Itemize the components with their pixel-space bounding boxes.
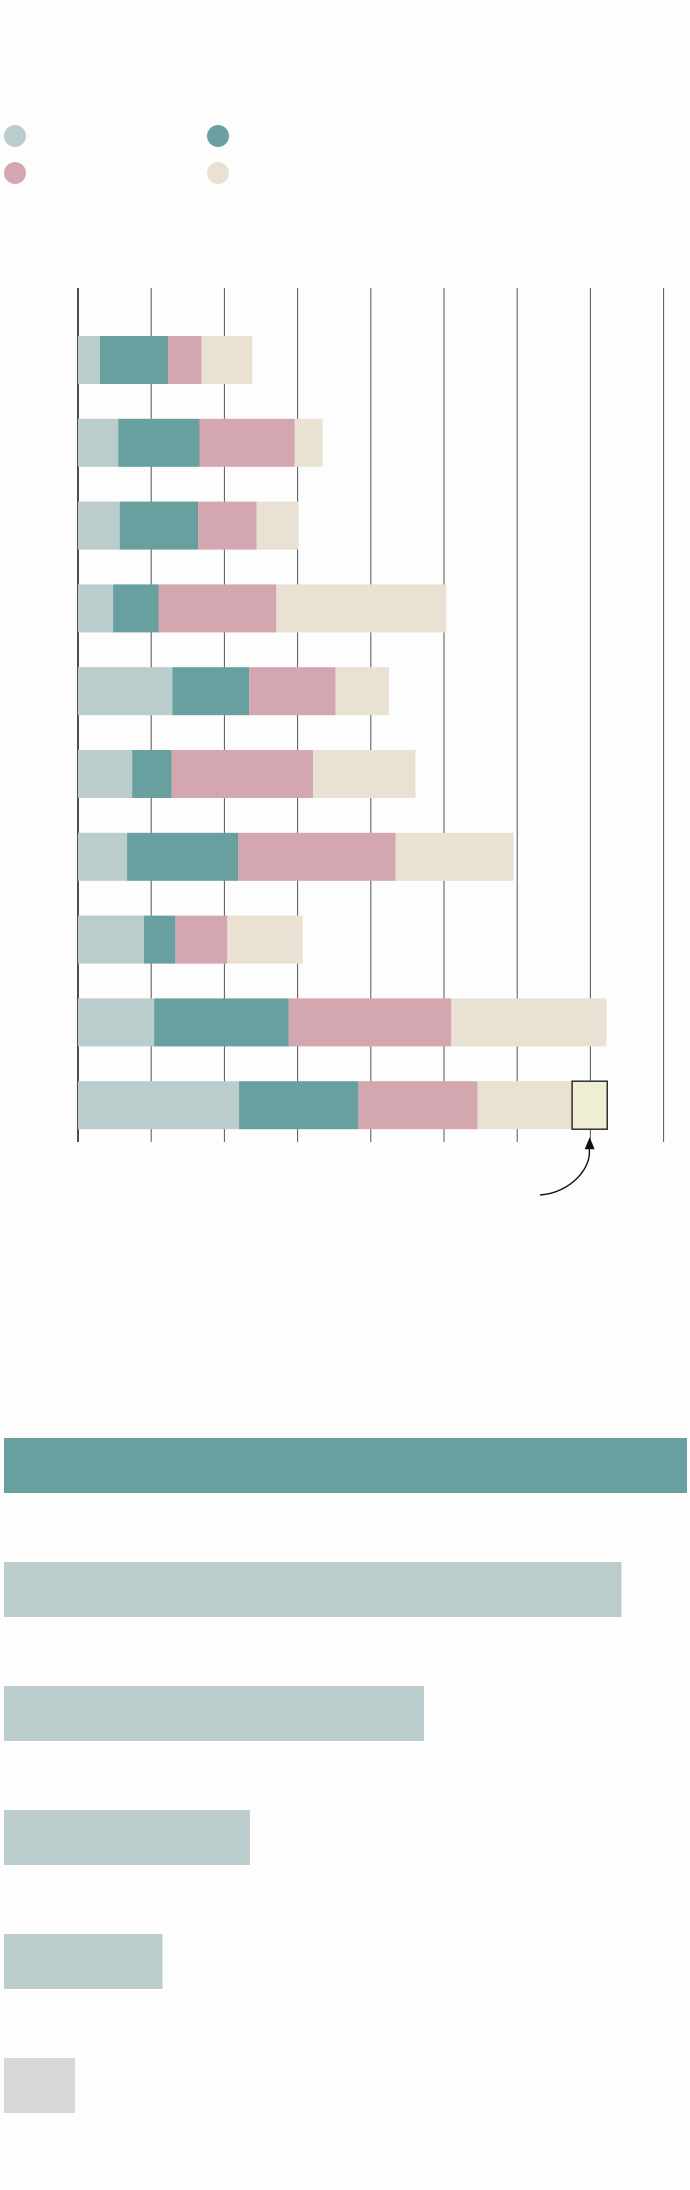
bar-segment-4: [477, 1081, 573, 1130]
bar-segment-4: [227, 915, 303, 964]
bar-segment-2: [239, 1081, 359, 1130]
ranking-bar-chart: [4, 1438, 687, 2113]
legend-swatch-2: [207, 125, 229, 147]
bar-segment-2: [143, 915, 176, 964]
bar-segment-2: [127, 832, 239, 881]
bar-segment-1: [78, 418, 119, 467]
bar-segment-2: [119, 501, 199, 550]
bar-segment-2: [99, 336, 169, 384]
bar-segment-3: [238, 832, 396, 881]
bar-segment-1: [78, 336, 100, 384]
bar-segment-4: [256, 501, 299, 550]
highlight-callout: [539, 1137, 595, 1196]
bar-segment-3: [288, 998, 452, 1047]
bar-segment-4: [335, 667, 390, 716]
callout-arrow-line: [539, 1147, 591, 1196]
bar-segment-2: [118, 418, 200, 467]
ranking-bar: [4, 1438, 687, 1493]
ranking-bar: [4, 1686, 425, 1741]
bar-segment-3: [358, 1081, 478, 1130]
legend-swatch-1: [4, 125, 26, 147]
bar-segment-4: [294, 418, 323, 467]
bar-segment-3: [249, 667, 336, 716]
bar-segment-1: [78, 998, 155, 1047]
bar-segment-3: [198, 501, 257, 550]
bar-segment-3: [158, 584, 277, 633]
bar-segment-1: [78, 667, 173, 716]
bar-segment-3: [171, 750, 313, 798]
ranking-bar: [4, 2058, 76, 2113]
bar-segment-1: [78, 915, 144, 964]
bar-segment-4: [451, 998, 607, 1047]
bar-segment-2: [132, 750, 172, 798]
bar-segment-3: [175, 915, 228, 964]
legend: [4, 125, 229, 184]
highlight-segment: [571, 1080, 608, 1130]
bar-segment-3: [199, 418, 295, 467]
ranking-bar: [4, 1934, 163, 1989]
legend-swatch-4: [207, 162, 229, 184]
legend-swatch-3: [4, 162, 26, 184]
ranking-bar: [4, 1810, 250, 1865]
bar-segment-1: [78, 501, 120, 550]
bar-segment-4: [395, 832, 514, 881]
stacked-bar-chart: [78, 336, 608, 1130]
bar-segment-4: [276, 584, 447, 633]
bar-segment-1: [78, 1081, 240, 1130]
bar-segment-1: [78, 750, 133, 798]
ranking-bar: [4, 1562, 622, 1617]
bar-segment-2: [172, 667, 250, 716]
bar-segment-3: [168, 336, 202, 384]
bar-segment-4: [312, 750, 416, 798]
bar-segment-2: [113, 584, 159, 633]
bar-segment-1: [78, 832, 128, 881]
callout-arrowhead: [584, 1137, 595, 1150]
bar-segment-2: [154, 998, 289, 1047]
bar-segment-4: [201, 336, 253, 384]
bar-segment-1: [78, 584, 114, 633]
